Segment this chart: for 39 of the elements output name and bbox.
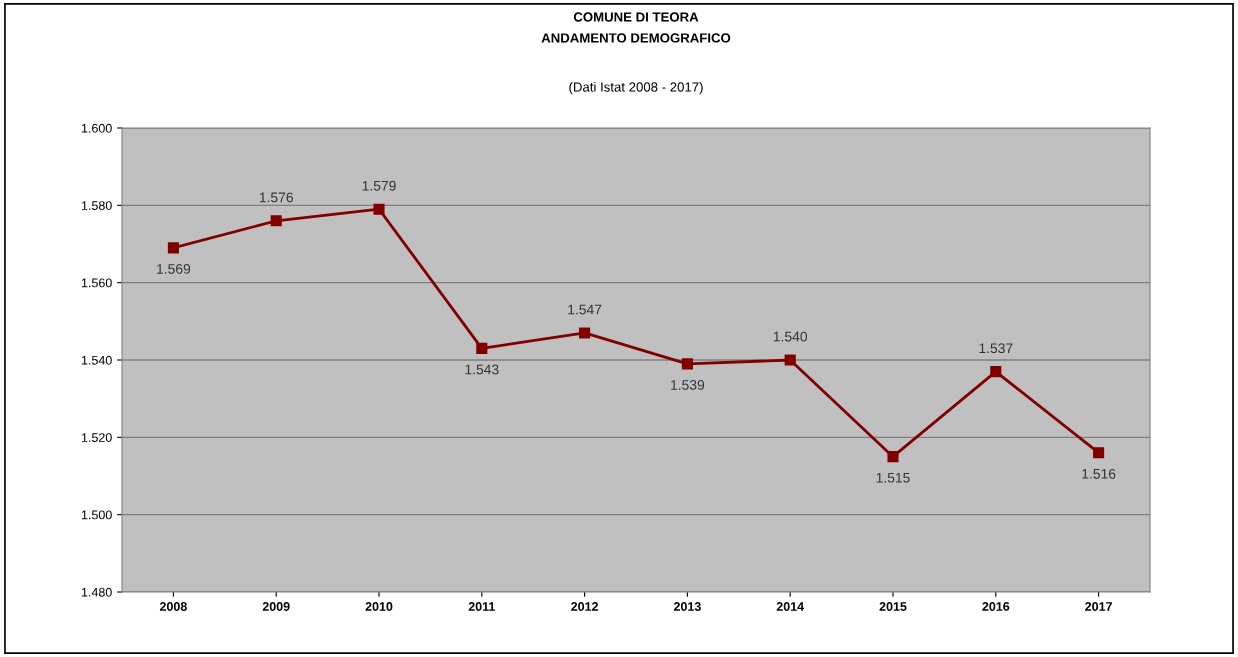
- point: [476, 342, 488, 354]
- data-label: 1.537: [979, 343, 1013, 354]
- data-label: 1.516: [1082, 468, 1116, 479]
- point: [167, 242, 179, 254]
- chart-subtitle: (Dati Istat 2008 - 2017): [569, 82, 703, 95]
- x-tick-label: 2016: [982, 602, 1010, 611]
- data-label: 1.579: [362, 180, 396, 191]
- chart-title: COMUNE DI TEORA ANDAMENTO DEMOGRAFICO: [541, 12, 731, 43]
- x-tick-label: 2009: [262, 602, 290, 611]
- x-tick-label: 2017: [1085, 602, 1112, 611]
- data-label: 1.539: [671, 379, 705, 390]
- data-label: 1.576: [259, 192, 293, 203]
- point: [784, 354, 796, 366]
- x-tick-label: 2010: [365, 602, 393, 611]
- x-tick-label: 2012: [571, 602, 598, 611]
- y-tick-label: 1.600: [81, 123, 112, 133]
- x-tick-label: 2014: [776, 602, 805, 611]
- x-tick-label: 2015: [879, 602, 907, 611]
- data-label: 1.569: [157, 263, 191, 274]
- y-tick-label: 1.580: [81, 201, 112, 210]
- point: [579, 327, 591, 339]
- point: [990, 366, 1002, 378]
- y-tick-label: 1.480: [81, 587, 112, 597]
- data-label: 1.515: [876, 472, 910, 483]
- data-label: 1.540: [773, 331, 808, 342]
- point: [373, 203, 385, 215]
- data-label: 1.543: [465, 364, 499, 375]
- point: [270, 215, 282, 227]
- point: [1093, 447, 1105, 459]
- x-tick-label: 2008: [159, 602, 187, 611]
- point: [681, 358, 693, 370]
- x-tick-label: 2011: [468, 602, 496, 611]
- x-tick-label: 2013: [673, 602, 701, 611]
- point: [887, 451, 899, 463]
- y-tick-label: 1.500: [81, 510, 112, 520]
- y-tick-label: 1.540: [81, 355, 112, 365]
- data-label: 1.547: [568, 304, 602, 315]
- y-tick-label: 1.520: [81, 433, 112, 442]
- y-tick-label: 1.560: [81, 278, 112, 288]
